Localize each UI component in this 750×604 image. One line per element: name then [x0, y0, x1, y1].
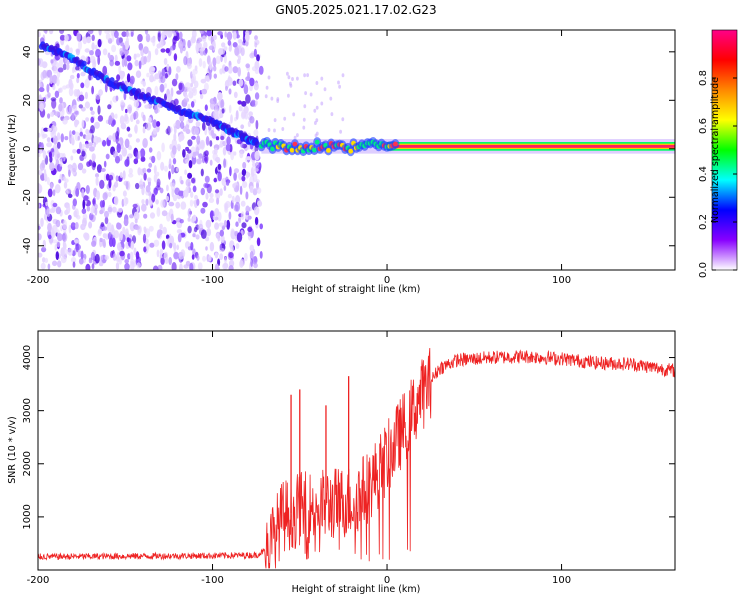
colorbar-label: Normalized spectral amplitude	[710, 77, 721, 223]
snr-x-tick-label: 0	[384, 575, 390, 586]
snr-y-tick-label: 2000	[22, 451, 33, 476]
snr-y-tick-label: 4000	[22, 345, 33, 370]
snr-x-tick-label: -100	[201, 575, 224, 586]
snr-y-tick-label: 1000	[22, 504, 33, 529]
spectrogram-chirp-track	[38, 41, 260, 148]
spectrogram-y-tick-label: 40	[22, 45, 33, 58]
colorbar-tick-label: 0.0	[698, 262, 709, 278]
spectrogram-y-tick-label: -40	[22, 238, 33, 254]
figure-title: GN05.2025.021.17.02.G23	[275, 3, 436, 17]
snr-panel: -200 -100 0 100 1000 2000 3000 4000 Height of s…	[7, 330, 676, 595]
colorbar-tick-label: 0.4	[698, 166, 709, 182]
snr-axis-ticks: -200 -100 0 100 1000 2000 3000 4000	[22, 331, 675, 586]
snr-y-tick-label: 3000	[22, 398, 33, 423]
snr-x-tick-label: -200	[27, 575, 50, 586]
spectrogram-faint-points	[264, 71, 345, 140]
colorbar-gradient	[711, 29, 738, 271]
snr-x-axis-label: Height of straight line (km)	[292, 584, 421, 595]
spectrogram-x-tick-label: -100	[201, 275, 224, 286]
snr-series-line	[38, 347, 675, 569]
spectrogram-noise-region	[38, 30, 264, 270]
spectrogram-y-tick-label: 0	[22, 146, 33, 152]
spectrogram-x-tick-label: -200	[27, 275, 50, 286]
spectrogram-x-tick-label: 100	[552, 275, 571, 286]
spectrogram-x-tick-label: 0	[384, 275, 390, 286]
snr-frame	[37, 330, 676, 571]
colorbar-tick-label: 0.2	[698, 214, 709, 230]
spectrogram-y-tick-label: 20	[22, 94, 33, 107]
snr-x-tick-label: 100	[552, 575, 571, 586]
spectrogram-plot-area	[38, 30, 675, 270]
spectrogram-y-tick-label: -20	[22, 189, 33, 205]
colorbar: 0.0 0.2 0.4 0.6 0.8 Normalized spectral ampl…	[698, 29, 738, 278]
spectrogram-frame	[37, 29, 676, 271]
colorbar-tick-label: 0.6	[698, 118, 709, 134]
spectrogram-x-axis-label: Height of straight line (km)	[292, 284, 421, 295]
snr-y-axis-label: SNR (10 * v/v)	[7, 416, 18, 484]
colorbar-tick-label: 0.8	[698, 70, 709, 86]
spectrogram-y-axis-label: Frequency (Hz)	[7, 114, 18, 186]
snr-plot-area	[38, 347, 675, 569]
spectrogram-carrier-tone	[257, 136, 675, 157]
colorbar-ticks: 0.0 0.2 0.4 0.6 0.8	[698, 70, 737, 278]
